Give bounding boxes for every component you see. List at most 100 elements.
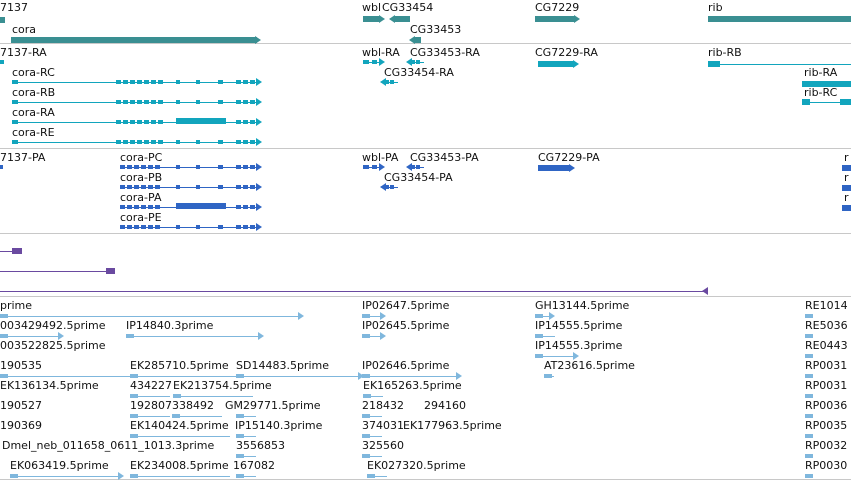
protein-label-CG33453-PA[interactable]: CG33453-PA <box>410 151 479 164</box>
protein-cora-PC-exon[interactable] <box>176 165 180 169</box>
protein-cora-PE-exon[interactable] <box>236 225 241 229</box>
est-ek140424-5prime-label[interactable]: EK140424.5prime <box>130 419 229 432</box>
est-ek027320-5prime-line[interactable] <box>367 476 387 477</box>
est-rp0035-label[interactable]: RP0035 <box>805 419 848 432</box>
est-190535-exon[interactable] <box>0 374 8 378</box>
est-3556853-label[interactable]: 3556853 <box>236 439 285 452</box>
transcript-cora-RC-exon[interactable] <box>144 80 149 84</box>
protein-cora-PA-exon[interactable] <box>127 205 132 209</box>
protein-CG33453-PA-exon[interactable] <box>411 165 415 169</box>
transcript-label-rib-RB[interactable]: rib-RB <box>708 46 742 59</box>
est-re5036-exon[interactable] <box>805 334 813 338</box>
est-190369-label[interactable]: 190369 <box>0 419 42 432</box>
transcript-cora-RC-exon[interactable] <box>12 80 18 84</box>
transcript-cora-RC-exon[interactable] <box>176 80 180 84</box>
est-ek213754-5prime-line[interactable] <box>173 396 253 397</box>
transcript-cora-RA-exon[interactable] <box>12 120 18 124</box>
est-sd14483-5prime-line[interactable] <box>236 376 256 377</box>
est-ip02646-5prime-line[interactable] <box>362 376 458 377</box>
protein-cora-PC-intron[interactable] <box>120 167 258 168</box>
transcript-cora-RB-exon[interactable] <box>196 100 200 104</box>
est-rp0030-label[interactable]: RP0030 <box>805 459 848 472</box>
transcript-cora-RC-exon[interactable] <box>151 80 156 84</box>
gene-label-CG33454[interactable]: CG33454 <box>382 1 434 14</box>
est-ip15140-3prime-exon[interactable] <box>236 434 244 438</box>
transcript-CG33453-RA-exon[interactable] <box>411 60 415 64</box>
est-325560-exon[interactable] <box>362 454 370 458</box>
est-ip14555-3prime-exon[interactable] <box>535 354 543 358</box>
transcript-cora-RB-exon[interactable] <box>116 100 121 104</box>
feature-3-line[interactable] <box>0 291 706 292</box>
protein-cora-PE-exon[interactable] <box>134 225 139 229</box>
transcript-cora-RB-exon[interactable] <box>12 100 18 104</box>
est-gm29771-5prime-exon[interactable] <box>236 414 244 418</box>
est-ip02647-5prime-label[interactable]: IP02647.5prime <box>362 299 450 312</box>
est-167082-label[interactable]: 167082 <box>233 459 275 472</box>
transcript-cora-RE-exon[interactable] <box>151 140 156 144</box>
est-3556853-exon[interactable] <box>236 454 244 458</box>
transcript-cora-RB-intron[interactable] <box>12 102 258 103</box>
protein-label-rib-2[interactable]: r <box>844 171 849 184</box>
transcript-cora-RA-exon[interactable] <box>130 120 135 124</box>
transcript-CG33454-RA-exon[interactable] <box>390 80 394 84</box>
transcript-label-cora-RC[interactable]: cora-RC <box>12 66 55 79</box>
protein-cora-PC-exon[interactable] <box>155 165 160 169</box>
gene-bar-rib[interactable] <box>708 16 851 22</box>
protein-cora-PC-exon[interactable] <box>148 165 153 169</box>
protein-cora-PC-exon[interactable] <box>236 165 241 169</box>
transcript-cora-RA-exon[interactable] <box>243 120 248 124</box>
protein-label-rib-1[interactable]: r <box>844 151 849 164</box>
gene-label-CG7229[interactable]: CG7229 <box>535 1 580 14</box>
est-3556853-line[interactable] <box>236 456 256 457</box>
est-ip14555-3prime-label[interactable]: IP14555.3prime <box>535 339 623 352</box>
est-ek140424-5prime-exon[interactable] <box>130 434 138 438</box>
protein-CG33454-PA-exon[interactable] <box>390 185 394 189</box>
est-ek285710-5prime-label[interactable]: EK285710.5prime <box>130 359 229 372</box>
est-190535-label[interactable]: 190535 <box>0 359 42 372</box>
protein-cora-PB-exon[interactable] <box>120 185 125 189</box>
transcript-bar-rib-RB[interactable] <box>708 61 720 67</box>
est-rp0030-exon[interactable] <box>805 474 813 478</box>
est-rp0032-label[interactable]: RP0032 <box>805 439 848 452</box>
est-338492-label[interactable]: 338492 <box>172 399 214 412</box>
protein-cora-PB-exon[interactable] <box>141 185 146 189</box>
est-ek234008-5prime-exon[interactable] <box>130 474 138 478</box>
protein-cora-PE-exon[interactable] <box>148 225 153 229</box>
protein-label-rib-3[interactable]: r <box>844 191 849 204</box>
est-gm29771-5prime-label[interactable]: GM29771.5prime <box>225 399 321 412</box>
transcript-label-7137-RA[interactable]: 7137-RA <box>0 46 47 59</box>
transcript-cora-RB-exon[interactable] <box>243 100 248 104</box>
transcript-wbl-RA-exon[interactable] <box>363 60 369 64</box>
transcript-wbl-RA-exon[interactable] <box>372 60 377 64</box>
est-prime-exon[interactable] <box>0 314 8 318</box>
est-294160-label[interactable]: 294160 <box>424 399 466 412</box>
est-re0443-exon[interactable] <box>805 354 813 358</box>
transcript-label-CG33453-RA[interactable]: CG33453-RA <box>410 46 480 59</box>
transcript-rib-RC-exon[interactable] <box>802 99 810 105</box>
est-338492-exon[interactable] <box>172 414 180 418</box>
protein-cora-PE-exon[interactable] <box>141 225 146 229</box>
transcript-cora-RA-exon[interactable] <box>236 120 241 124</box>
transcript-cora-RE-exon[interactable] <box>116 140 121 144</box>
est-ip02647-5prime-line[interactable] <box>362 316 382 317</box>
transcript-cora-RB-exon[interactable] <box>218 100 223 104</box>
est-ek285710-5prime-exon[interactable] <box>130 374 138 378</box>
protein-CG33454-PA-exon[interactable] <box>385 185 389 189</box>
transcript-cora-RC-intron[interactable] <box>12 82 258 83</box>
protein-label-CG33454-PA[interactable]: CG33454-PA <box>384 171 453 184</box>
est-218432-label[interactable]: 218432 <box>362 399 404 412</box>
protein-cora-PA-exon[interactable] <box>141 205 146 209</box>
est-ek165263-5prime-line[interactable] <box>363 396 383 397</box>
est-ip02645-5prime-label[interactable]: IP02645.5prime <box>362 319 450 332</box>
est-190527-label[interactable]: 190527 <box>0 399 42 412</box>
protein-cora-PA-exon[interactable] <box>134 205 139 209</box>
est-ek136134-5prime-label[interactable]: EK136134.5prime <box>0 379 99 392</box>
protein-wbl-PA-exon[interactable] <box>372 165 377 169</box>
transcript-bar-7137-RA[interactable] <box>0 60 4 64</box>
transcript-cora-RB-exon[interactable] <box>123 100 128 104</box>
est-rp0031-label[interactable]: RP0031 <box>805 359 848 372</box>
gene-bar-CG33454[interactable] <box>394 16 410 22</box>
protein-cora-PB-exon[interactable] <box>196 185 200 189</box>
transcript-cora-RE-exon[interactable] <box>243 140 248 144</box>
gene-label-7137[interactable]: 7137 <box>0 1 28 14</box>
